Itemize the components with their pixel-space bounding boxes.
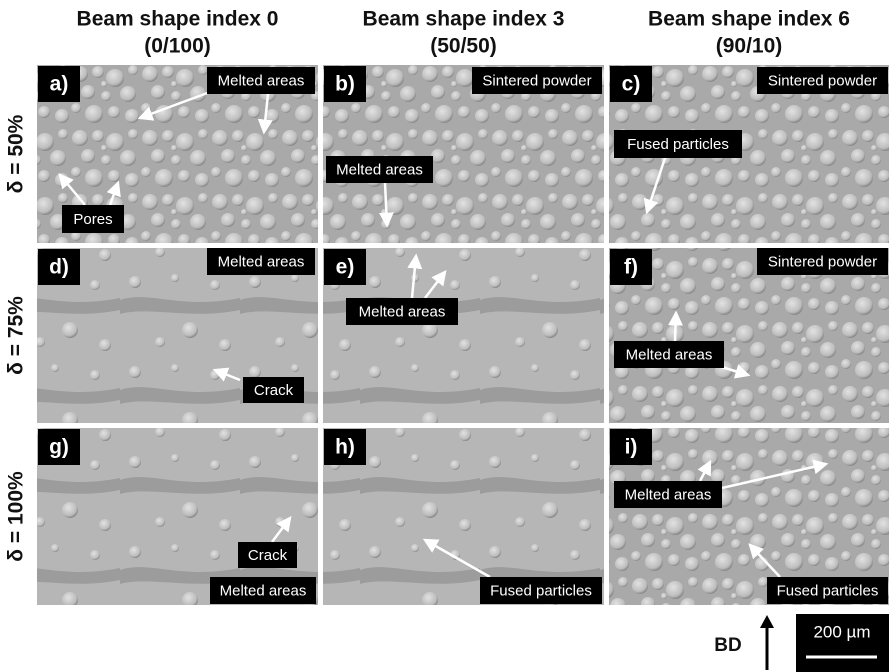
column-title: Beam shape index 6 (648, 8, 850, 31)
build-direction-label: BD (714, 635, 741, 656)
annotation-label: Melted areas (218, 253, 305, 270)
annotation-label: Fused particles (777, 582, 879, 599)
annotation-label: Melted areas (359, 303, 446, 320)
panel-letter: a) (50, 73, 69, 96)
annotation-label: Sintered powder (768, 72, 877, 89)
row-label: δ = 100% (5, 471, 28, 562)
annotation-label: Melted areas (626, 346, 713, 363)
annotation-label: Fused particles (490, 582, 592, 599)
panel-letter: f) (624, 256, 638, 279)
column-title: Beam shape index 0 (77, 8, 279, 31)
panel-letter: i) (625, 436, 638, 459)
panel-letter: e) (336, 256, 355, 279)
panel-letter: b) (335, 73, 355, 96)
annotation-label: Crack (254, 382, 294, 399)
panel-letter: d) (49, 256, 69, 279)
annotation-label: Melted areas (336, 161, 423, 178)
annotation-label: Sintered powder (768, 253, 877, 270)
row-label: δ = 75% (5, 296, 28, 375)
build-direction-arrowhead (760, 615, 774, 628)
annotation-label: Melted areas (220, 582, 307, 599)
row-label: δ = 50% (5, 114, 28, 193)
column-subtitle: (0/100) (144, 35, 211, 58)
arrow (675, 313, 676, 341)
panel-letter: h) (335, 436, 355, 459)
column-subtitle: (90/10) (716, 35, 783, 58)
panel-letter: c) (622, 73, 641, 96)
panel-letter: g) (49, 436, 69, 459)
annotation-label: Crack (248, 547, 288, 564)
annotation-label: Melted areas (218, 72, 305, 89)
column-title: Beam shape index 3 (363, 8, 565, 31)
annotation-label: Pores (73, 211, 112, 228)
column-subtitle: (50/50) (430, 35, 497, 58)
annotation-label: Melted areas (625, 486, 712, 503)
figure: Beam shape index 0 (0/100) Beam shape inde… (0, 0, 889, 672)
annotation-label: Fused particles (627, 136, 729, 153)
scale-bar-label: 200 µm (813, 622, 870, 641)
annotation-label: Sintered powder (482, 72, 591, 89)
